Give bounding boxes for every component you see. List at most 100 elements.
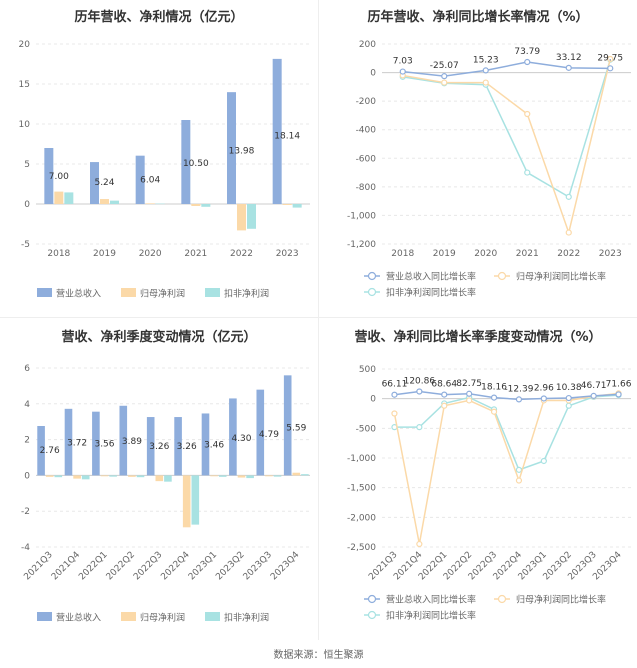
data-label: 120.86	[404, 376, 436, 386]
legend-label: 扣非净利润同比增长率	[386, 610, 476, 622]
x-tick-label: 2022Q2	[105, 550, 137, 582]
data-point	[515, 396, 523, 403]
x-tick-label: 2023	[599, 249, 622, 259]
legend-label: 营业总收入同比增长率	[386, 271, 476, 283]
bar	[247, 204, 256, 229]
bar	[119, 405, 128, 476]
y-tick-label: 2	[24, 436, 30, 446]
legend-label: 扣非净利润	[224, 288, 269, 300]
data-point	[399, 68, 406, 75]
series-line	[393, 392, 619, 545]
data-point	[607, 55, 614, 63]
legend-marker	[367, 271, 377, 281]
bar	[146, 417, 155, 476]
data-point	[482, 79, 489, 86]
y-tick-label: -1,000	[347, 211, 376, 221]
data-point	[490, 394, 498, 401]
x-tick-label: 2023Q3	[242, 550, 274, 582]
chart-svg: -1,200 -1,000 -800 -600 -400 -200 0 200 2018 2019…	[347, 40, 631, 299]
data-point	[441, 73, 448, 80]
bar	[164, 475, 172, 482]
data-point	[565, 193, 572, 200]
legend-swatch	[37, 612, 52, 621]
y-tick-label: 0	[370, 395, 376, 405]
y-tick-label: 0	[24, 471, 30, 481]
legend-label: 营业总收入同比增长率	[386, 594, 476, 606]
legend-marker	[367, 594, 377, 604]
x-tick-label: 2018	[391, 249, 414, 259]
legend-swatch	[37, 288, 52, 297]
chart-title: 历年营收、净利情况（亿元）	[74, 10, 244, 25]
legend-marker	[497, 594, 507, 604]
annual-growth-rate-chart: 历年营收、净利同比增长率情况（%） -1,200 -1,000 -800 -600 -4…	[319, 0, 637, 317]
bar	[283, 375, 292, 476]
data-point	[515, 477, 523, 484]
y-tick-label: 0	[24, 200, 30, 210]
x-tick-label: 2019	[433, 249, 456, 259]
chart-svg: -5 0 5 10 15 20 2018 2019 2020 2021 2022 2023 7.00 5.…	[19, 40, 310, 300]
y-tick-label: -400	[356, 126, 377, 136]
data-label: 15.23	[473, 55, 499, 65]
legend-swatch	[205, 612, 220, 621]
x-tick-label: 2022Q1	[77, 550, 109, 582]
bar	[54, 475, 63, 478]
bar	[81, 475, 90, 480]
bar	[301, 474, 309, 476]
y-tick-label: -1,500	[347, 484, 376, 494]
data-label: 6.04	[140, 175, 160, 185]
y-tick-label: -1,000	[347, 454, 376, 464]
bar	[191, 204, 201, 206]
data-point	[441, 402, 448, 409]
data-point	[466, 397, 473, 404]
y-tick-label: -5	[21, 240, 30, 250]
data-label: 3.26	[149, 442, 169, 452]
y-tick-label: -600	[356, 154, 377, 164]
bar	[155, 475, 164, 482]
legend-label: 扣非净利润	[224, 612, 269, 624]
data-point	[565, 64, 572, 71]
data-point	[466, 390, 473, 397]
bar	[44, 148, 54, 204]
y-tick-label: -4	[21, 543, 30, 553]
chart-title: 历年营收、净利同比增长率情况（%）	[367, 10, 589, 25]
bar	[135, 155, 145, 204]
y-tick-label: 20	[19, 40, 31, 50]
legend-label: 营业总收入	[56, 288, 101, 300]
x-tick-label: 2022Q4	[159, 550, 192, 583]
bar	[109, 475, 117, 477]
y-tick-label: -2,000	[347, 513, 376, 523]
series-line	[394, 390, 619, 401]
data-label: 33.12	[556, 53, 582, 63]
bar	[174, 417, 182, 476]
y-tick-label: 200	[359, 40, 376, 50]
legend-marker	[367, 287, 377, 297]
data-source: 数据来源：恒生聚源	[273, 650, 364, 661]
series-line	[402, 61, 611, 77]
x-tick-label: 2021	[184, 249, 207, 259]
bar	[256, 389, 265, 476]
data-label: -12.39	[504, 384, 533, 394]
data-label: 66.11	[382, 380, 408, 390]
x-tick-label: 2022Q3	[132, 550, 164, 582]
bar	[218, 475, 227, 477]
x-tick-label: 2020	[139, 249, 162, 259]
series-line	[402, 58, 611, 236]
x-tick-label: 2022	[557, 249, 580, 259]
bar	[246, 475, 254, 479]
legend-label: 扣非净利润同比增长率	[386, 287, 476, 299]
bar	[191, 475, 200, 525]
data-point	[482, 67, 489, 74]
data-point	[540, 395, 547, 402]
data-point	[565, 394, 572, 402]
data-point	[515, 466, 523, 473]
chart-svg: -2,500-2,000-1,500-1,000-50005002021Q320…	[347, 365, 632, 622]
bar	[210, 475, 218, 477]
bar	[100, 199, 109, 204]
bar	[37, 425, 45, 476]
data-point	[441, 391, 448, 398]
data-label: 68.64	[431, 380, 457, 390]
data-label: 4.30	[231, 434, 251, 444]
x-tick-label: 2023	[276, 249, 299, 259]
data-label: 7.00	[49, 172, 69, 182]
data-label: 18.14	[274, 132, 300, 142]
